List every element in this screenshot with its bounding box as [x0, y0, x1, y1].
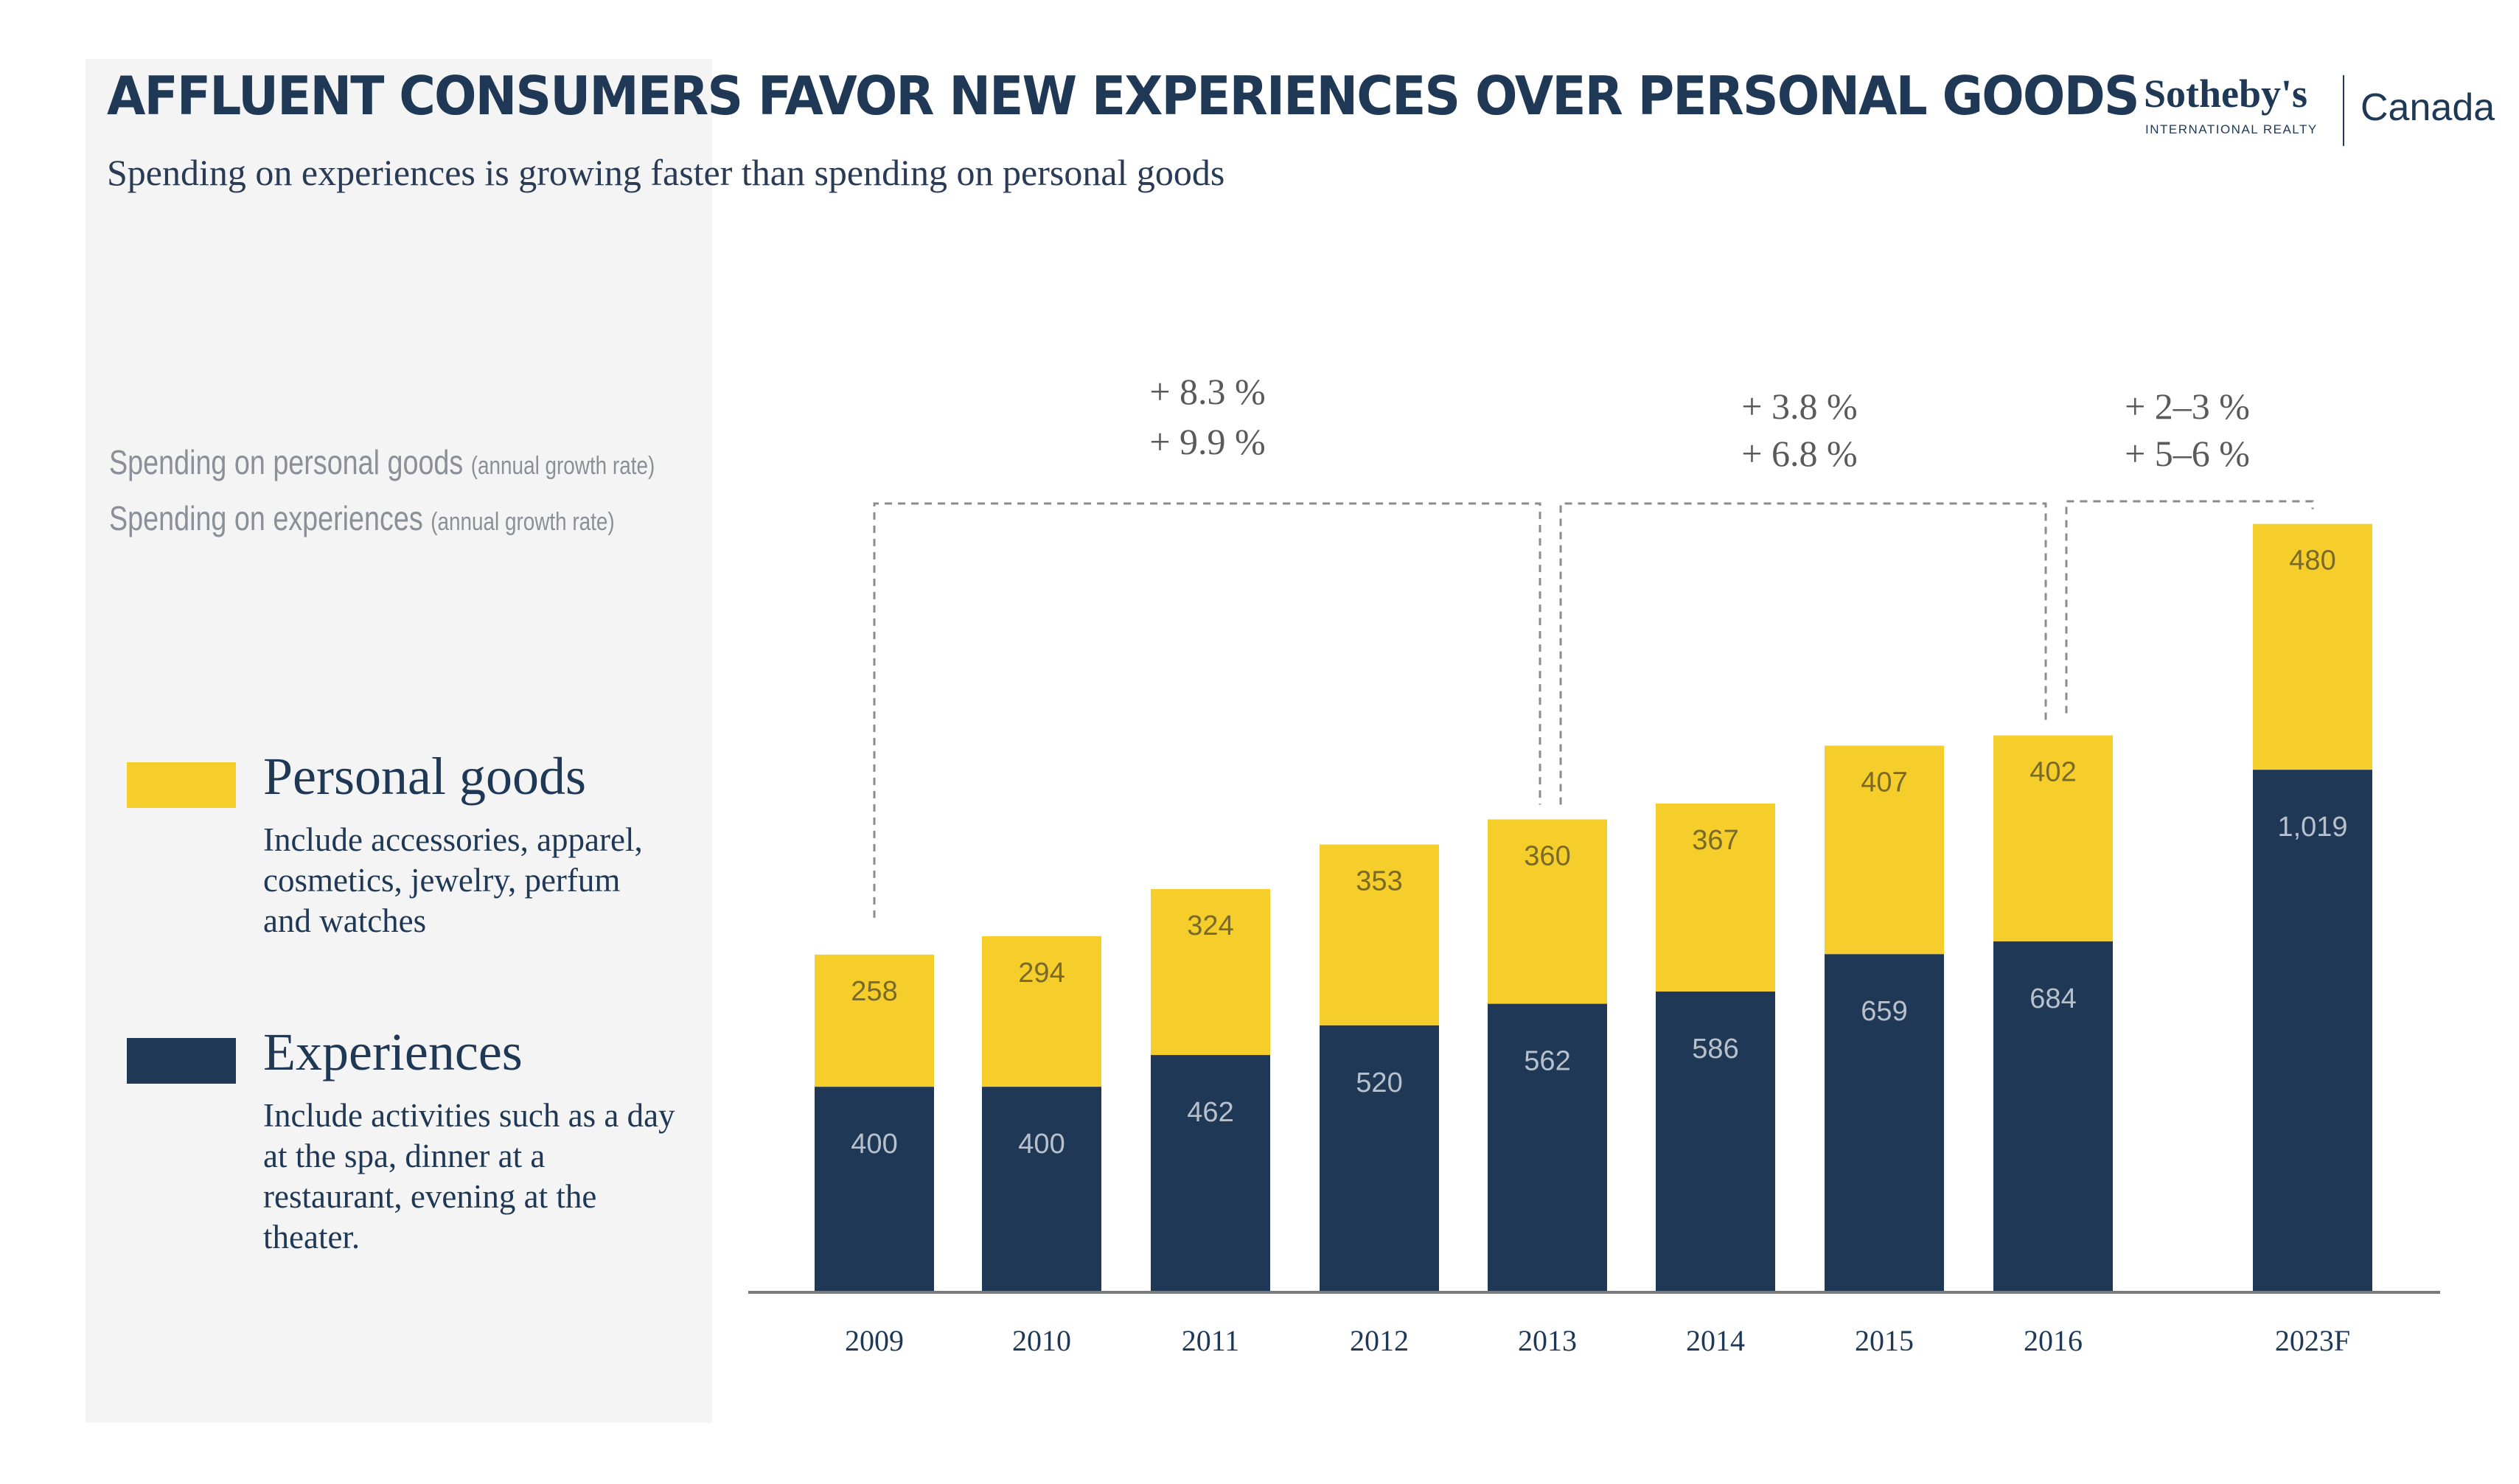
data-label-personal-goods-2011: 324 [1187, 910, 1233, 941]
data-label-experiences-2015: 659 [1861, 996, 1907, 1027]
x-tick-label-2009: 2009 [845, 1324, 904, 1357]
data-label-experiences-2016: 684 [2030, 983, 2076, 1014]
experiences-growth-rate-note: (annual growth rate) [431, 508, 615, 536]
data-label-personal-goods-2013: 360 [1524, 840, 1570, 871]
x-tick-label-2015: 2015 [1855, 1324, 1914, 1357]
data-label-personal-goods-2009: 258 [851, 976, 897, 1007]
page-title: AFFLUENT CONSUMERS FAVOR NEW EXPERIENCES… [107, 65, 2140, 127]
data-label-experiences-2009: 400 [851, 1129, 897, 1160]
bar-personal-goods-2011 [1151, 888, 1270, 1056]
bar-experiences-2009 [815, 1087, 934, 1292]
x-tick-label-2010: 2010 [1012, 1324, 1071, 1357]
bar-experiences-2016 [1993, 941, 2113, 1292]
logo-brand-text: Sotheby's [2144, 72, 2308, 116]
growth-rate-goods-2013-2016: + 3.8 % [1741, 386, 1857, 427]
left-panel [86, 59, 712, 1423]
data-label-experiences-2012: 520 [1356, 1067, 1402, 1098]
legend-desc-experiences: Include activities such as a day at the … [263, 1097, 675, 1255]
growth-bracket-2009-2013 [873, 502, 1541, 918]
bar-personal-goods-2010 [982, 936, 1101, 1087]
experiences-growth-rate-main: Spending on experiences [109, 499, 423, 537]
growth-bracket-2013-2016 [1559, 502, 2047, 805]
data-label-personal-goods-2014: 367 [1692, 825, 1738, 856]
data-label-personal-goods-2015: 407 [1861, 767, 1907, 798]
bar-personal-goods-2009 [815, 954, 934, 1087]
legend-swatch-personal-goods [127, 762, 236, 808]
bar-experiences-2012 [1320, 1025, 1439, 1292]
bar-personal-goods-2016 [1993, 735, 2113, 941]
page-subtitle: Spending on experiences is growing faste… [107, 152, 1225, 193]
bar-personal-goods-2013 [1488, 819, 1607, 1004]
legend-title-personal-goods: Personal goods [263, 747, 586, 806]
data-label-personal-goods-2016: 402 [2030, 757, 2076, 788]
bar-experiences-2023F [2253, 770, 2372, 1292]
logo-region-text: Canada [2361, 86, 2495, 129]
bar-personal-goods-2023F [2253, 523, 2372, 770]
x-tick-label-2016: 2016 [2024, 1324, 2083, 1357]
data-label-personal-goods-2023F: 480 [2289, 546, 2335, 576]
x-tick-label-2023F: 2023F [2275, 1324, 2350, 1357]
bar-personal-goods-2015 [1825, 745, 1944, 955]
legend-swatch-experiences [127, 1038, 236, 1084]
growth-rate-goods-2016-2023F: + 2–3 % [2125, 386, 2250, 427]
data-label-personal-goods-2010: 294 [1018, 958, 1065, 989]
goods-growth-rate-label: Spending on personal goods (annual growt… [109, 442, 655, 482]
bar-experiences-2010 [982, 1087, 1101, 1292]
bar-experiences-2014 [1656, 991, 1775, 1292]
bar-personal-goods-2014 [1656, 803, 1775, 992]
goods-growth-rate-note: (annual growth rate) [470, 452, 655, 480]
bar-experiences-2013 [1488, 1003, 1607, 1292]
growth-rate-experiences-2013-2016: + 6.8 % [1741, 433, 1857, 474]
data-label-experiences-2014: 586 [1692, 1034, 1738, 1065]
x-tick-label-2011: 2011 [1182, 1324, 1240, 1357]
data-label-experiences-2010: 400 [1018, 1129, 1065, 1160]
growth-bracket-2016-2023F [2065, 500, 2314, 714]
legend-title-experiences: Experiences [263, 1023, 523, 1081]
legend-desc-personal-goods: Include accessories, apparel, cosmetics,… [263, 821, 643, 939]
bar-experiences-2011 [1151, 1055, 1270, 1292]
goods-growth-rate-main: Spending on personal goods [109, 443, 464, 481]
growth-rate-experiences-2009-2013: + 9.9 % [1149, 421, 1265, 462]
data-label-experiences-2011: 462 [1187, 1097, 1233, 1128]
logo-sub-text: INTERNATIONAL REALTY [2145, 122, 2318, 136]
x-tick-label-2012: 2012 [1350, 1324, 1409, 1357]
bar-experiences-2015 [1825, 954, 1944, 1292]
experiences-growth-rate-label: Spending on experiences (annual growth r… [109, 498, 615, 538]
bar-personal-goods-2012 [1320, 844, 1439, 1025]
data-label-experiences-2023F: 1,019 [2277, 812, 2347, 843]
data-label-personal-goods-2012: 353 [1356, 866, 1402, 897]
logo-divider [2343, 75, 2344, 146]
growth-rate-experiences-2016-2023F: + 5–6 % [2125, 433, 2250, 474]
growth-rate-goods-2009-2013: + 8.3 % [1149, 371, 1265, 412]
x-tick-label-2014: 2014 [1686, 1324, 1745, 1357]
x-tick-label-2013: 2013 [1518, 1324, 1577, 1357]
data-label-experiences-2013: 562 [1524, 1046, 1570, 1077]
